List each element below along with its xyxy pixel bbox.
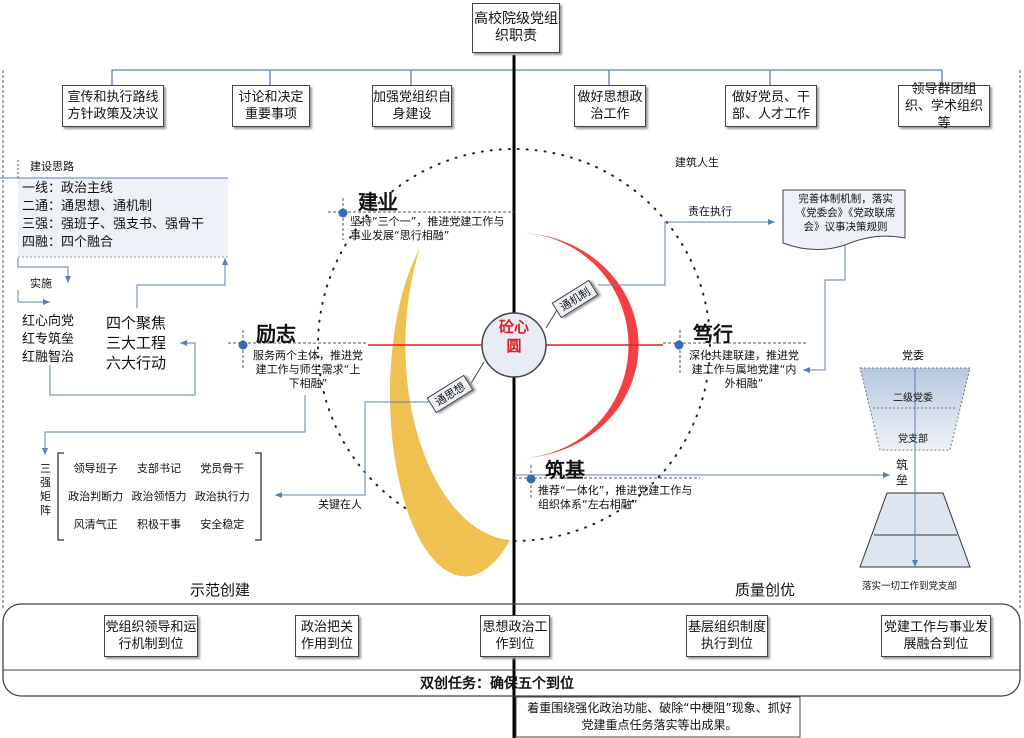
pyramid-level3: 党支部 bbox=[898, 434, 928, 445]
matrix-cell: 政治执行力 bbox=[194, 490, 250, 503]
focus-list: 四个聚焦 三大工程 六大行动 bbox=[106, 313, 166, 373]
focus-item: 三大工程 bbox=[106, 334, 167, 352]
center-label: 砼心圆 bbox=[498, 318, 529, 355]
task-box: 政治把关作用到位 bbox=[295, 615, 359, 657]
rules-doc: 完善体制机制，落实《党委会》《党政联席会》议事决策规则 bbox=[795, 193, 896, 233]
duty-box: 做好思想政治工作 bbox=[574, 85, 646, 127]
task-box: 党组织领导和运行机制到位 bbox=[104, 615, 198, 657]
zezai-label: 责在执行 bbox=[688, 205, 732, 218]
task-box: 基层组织制度执行到位 bbox=[686, 615, 768, 657]
lizhi-text: 服务两个主体，推进党建工作与师生需求“上下相融” bbox=[253, 349, 363, 390]
title-box: 高校院级党组织职责 bbox=[472, 3, 560, 53]
duty-box: 做好党员、干部、人才工作 bbox=[725, 85, 817, 127]
red-item: 红专筑垒 bbox=[22, 332, 75, 347]
zhuji-text: 推荐“一体化”，推进党建工作与组织体系“左右相融” bbox=[538, 484, 693, 511]
focus-item: 六大行动 bbox=[106, 354, 167, 372]
matrix-cell: 政治领悟力 bbox=[131, 490, 187, 503]
ideas-list: 一线：政治主线 二通：通思想、通机制 三强：强班子、强支书、强骨干 四融：四个融… bbox=[22, 180, 204, 252]
jianye-title: 建业 bbox=[358, 190, 398, 214]
task-box: 思想政治工作到位 bbox=[480, 615, 550, 657]
duty-box: 领导群团组织、学术组织等 bbox=[898, 82, 990, 131]
matrix-cell: 政治判断力 bbox=[68, 490, 124, 503]
key-people-label: 关键在人 bbox=[318, 498, 362, 511]
matrix-cell: 风清气正 bbox=[73, 518, 118, 531]
red-item: 红心向党 bbox=[22, 314, 75, 329]
jianye-text: 坚持“三个一”，推进党建工作与事业发展“思行相融” bbox=[350, 215, 505, 242]
life-label: 建筑人生 bbox=[675, 156, 719, 169]
task-title: 双创任务：确保五个到位 bbox=[420, 676, 574, 692]
duty-box: 讨论和决定重要事项 bbox=[232, 85, 310, 127]
duxing-title: 笃行 bbox=[693, 322, 733, 346]
duxing-text: 深化共建联建，推进党建工作与属地党建“内外相融” bbox=[689, 349, 799, 390]
lizhi-title: 励志 bbox=[256, 322, 296, 346]
duty-box: 加强党组织自身建设 bbox=[372, 85, 452, 127]
ideas-heading: 建设思路 bbox=[30, 160, 74, 173]
pyramid-bottom: 落实一切工作到党支部 bbox=[862, 581, 958, 592]
quality-label: 质量创优 bbox=[735, 581, 796, 599]
matrix-cell: 安全稳定 bbox=[200, 518, 245, 531]
pyramid-level2: 二级党委 bbox=[893, 393, 933, 404]
duty-box: 宣传和执行路线方针政策及决议 bbox=[62, 85, 164, 127]
matrix-cell: 领导班子 bbox=[73, 462, 118, 475]
summary-box: 着重围绕强化政治功能、破除“中梗阻”现象、抓好党建重点任务落实等出成果。 bbox=[527, 701, 792, 732]
idea-line: 一线：政治主线 bbox=[22, 181, 114, 196]
demo-label: 示范创建 bbox=[190, 581, 251, 599]
idea-line: 四融：四个融合 bbox=[22, 235, 114, 250]
implement-label: 实施 bbox=[30, 277, 52, 290]
pyramid-fort: 筑垒 bbox=[896, 458, 909, 487]
focus-item: 四个聚焦 bbox=[106, 314, 167, 332]
zhuji-title: 筑基 bbox=[545, 458, 585, 482]
task-box: 党建工作与事业发展融合到位 bbox=[881, 615, 991, 657]
pyramid-top: 党委 bbox=[902, 349, 924, 362]
matrix-cell: 支部书记 bbox=[136, 462, 181, 475]
matrix-grid: 领导班子 支部书记 党员骨干 政治判断力 政治领悟力 政治执行力 风清气正 积极干事 安全稳… bbox=[64, 460, 254, 532]
red-list: 红心向党 红专筑垒 红融智治 bbox=[22, 313, 74, 367]
idea-line: 三强：强班子、强支书、强骨干 bbox=[22, 217, 205, 232]
matrix-label: 三强矩阵 bbox=[40, 462, 51, 517]
idea-line: 二通：通思想、通机制 bbox=[22, 199, 153, 214]
matrix-cell: 党员骨干 bbox=[200, 462, 245, 475]
red-item: 红融智治 bbox=[22, 350, 75, 365]
matrix-cell: 积极干事 bbox=[136, 518, 181, 531]
